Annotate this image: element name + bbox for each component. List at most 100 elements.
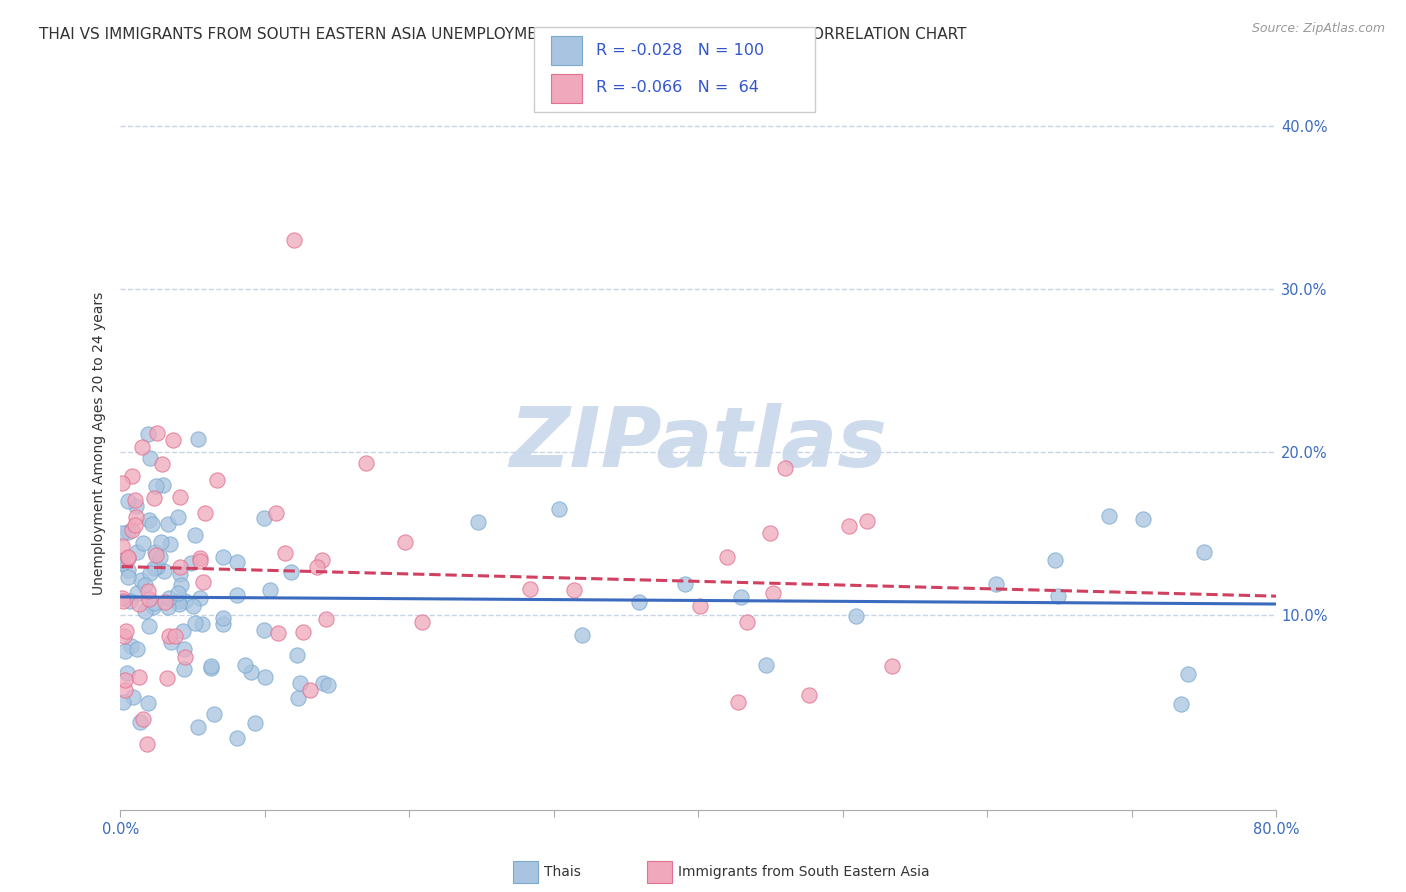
Point	[547, 501, 569, 516]
Point	[131, 440, 153, 454]
Point	[153, 564, 176, 578]
Point	[125, 509, 148, 524]
Point	[132, 536, 155, 550]
Text: Source: ZipAtlas.com: Source: ZipAtlas.com	[1251, 22, 1385, 36]
Point	[117, 570, 139, 584]
Point	[146, 560, 169, 574]
Point	[267, 625, 290, 640]
Point	[128, 670, 150, 684]
Point	[121, 523, 143, 537]
Point	[156, 671, 179, 685]
Point	[716, 550, 738, 565]
Point	[157, 629, 180, 643]
Point	[142, 599, 165, 614]
Point	[117, 525, 139, 540]
Point	[114, 683, 136, 698]
Point	[150, 457, 173, 471]
Point	[519, 582, 541, 597]
Text: Thais: Thais	[544, 865, 581, 880]
Point	[1170, 697, 1192, 711]
Point	[312, 675, 335, 690]
Point	[188, 591, 211, 605]
Point	[143, 545, 166, 559]
Point	[139, 451, 162, 466]
Point	[169, 559, 191, 574]
Point	[283, 233, 305, 247]
Point	[202, 706, 225, 721]
Point	[163, 629, 186, 643]
Point	[118, 594, 141, 608]
Point	[1132, 512, 1154, 526]
Point	[156, 516, 179, 531]
Point	[115, 665, 138, 680]
Point	[193, 575, 215, 590]
Point	[190, 553, 212, 567]
Point	[121, 468, 143, 483]
Point	[111, 475, 134, 490]
Point	[134, 578, 156, 592]
Point	[111, 539, 134, 553]
Point	[467, 516, 489, 530]
Point	[1177, 666, 1199, 681]
Point	[138, 513, 160, 527]
Point	[149, 550, 172, 565]
Point	[571, 628, 593, 642]
Point	[727, 695, 749, 709]
Point	[797, 688, 820, 702]
Point	[134, 604, 156, 618]
Point	[127, 641, 149, 656]
Point	[124, 492, 146, 507]
Point	[354, 456, 377, 470]
Point	[252, 510, 274, 524]
Point	[181, 599, 204, 614]
Point	[285, 648, 308, 662]
Point	[167, 594, 190, 608]
Point	[127, 586, 149, 600]
Point	[191, 616, 214, 631]
Point	[173, 662, 195, 676]
Point	[167, 509, 190, 524]
Point	[280, 565, 302, 579]
Point	[233, 657, 256, 672]
Point	[628, 595, 651, 609]
Point	[167, 597, 190, 611]
Point	[174, 593, 197, 607]
Point	[162, 433, 184, 447]
Point	[194, 506, 217, 520]
Point	[136, 696, 159, 710]
Point	[291, 624, 314, 639]
Point	[187, 432, 209, 446]
Point	[167, 586, 190, 600]
Point	[755, 657, 778, 672]
Point	[307, 560, 329, 574]
Point	[145, 478, 167, 492]
Point	[120, 639, 142, 653]
Text: ZIPatlas: ZIPatlas	[509, 403, 887, 484]
Point	[135, 737, 157, 751]
Point	[138, 591, 160, 606]
Point	[139, 566, 162, 580]
Point	[200, 659, 222, 673]
Point	[156, 600, 179, 615]
Point	[169, 578, 191, 592]
Point	[212, 611, 235, 625]
Y-axis label: Unemployment Among Ages 20 to 24 years: Unemployment Among Ages 20 to 24 years	[93, 292, 107, 595]
Point	[111, 594, 134, 608]
Point	[880, 658, 903, 673]
Point	[128, 597, 150, 611]
Point	[773, 461, 796, 475]
Point	[129, 714, 152, 729]
Point	[117, 550, 139, 565]
Point	[122, 690, 145, 704]
Point	[239, 665, 262, 680]
Point	[142, 561, 165, 575]
Point	[837, 518, 859, 533]
Point	[394, 534, 416, 549]
Point	[253, 624, 276, 638]
Point	[143, 491, 166, 506]
Point	[129, 574, 152, 588]
Point	[141, 517, 163, 532]
Point	[287, 690, 309, 705]
Point	[673, 577, 696, 591]
Point	[169, 491, 191, 505]
